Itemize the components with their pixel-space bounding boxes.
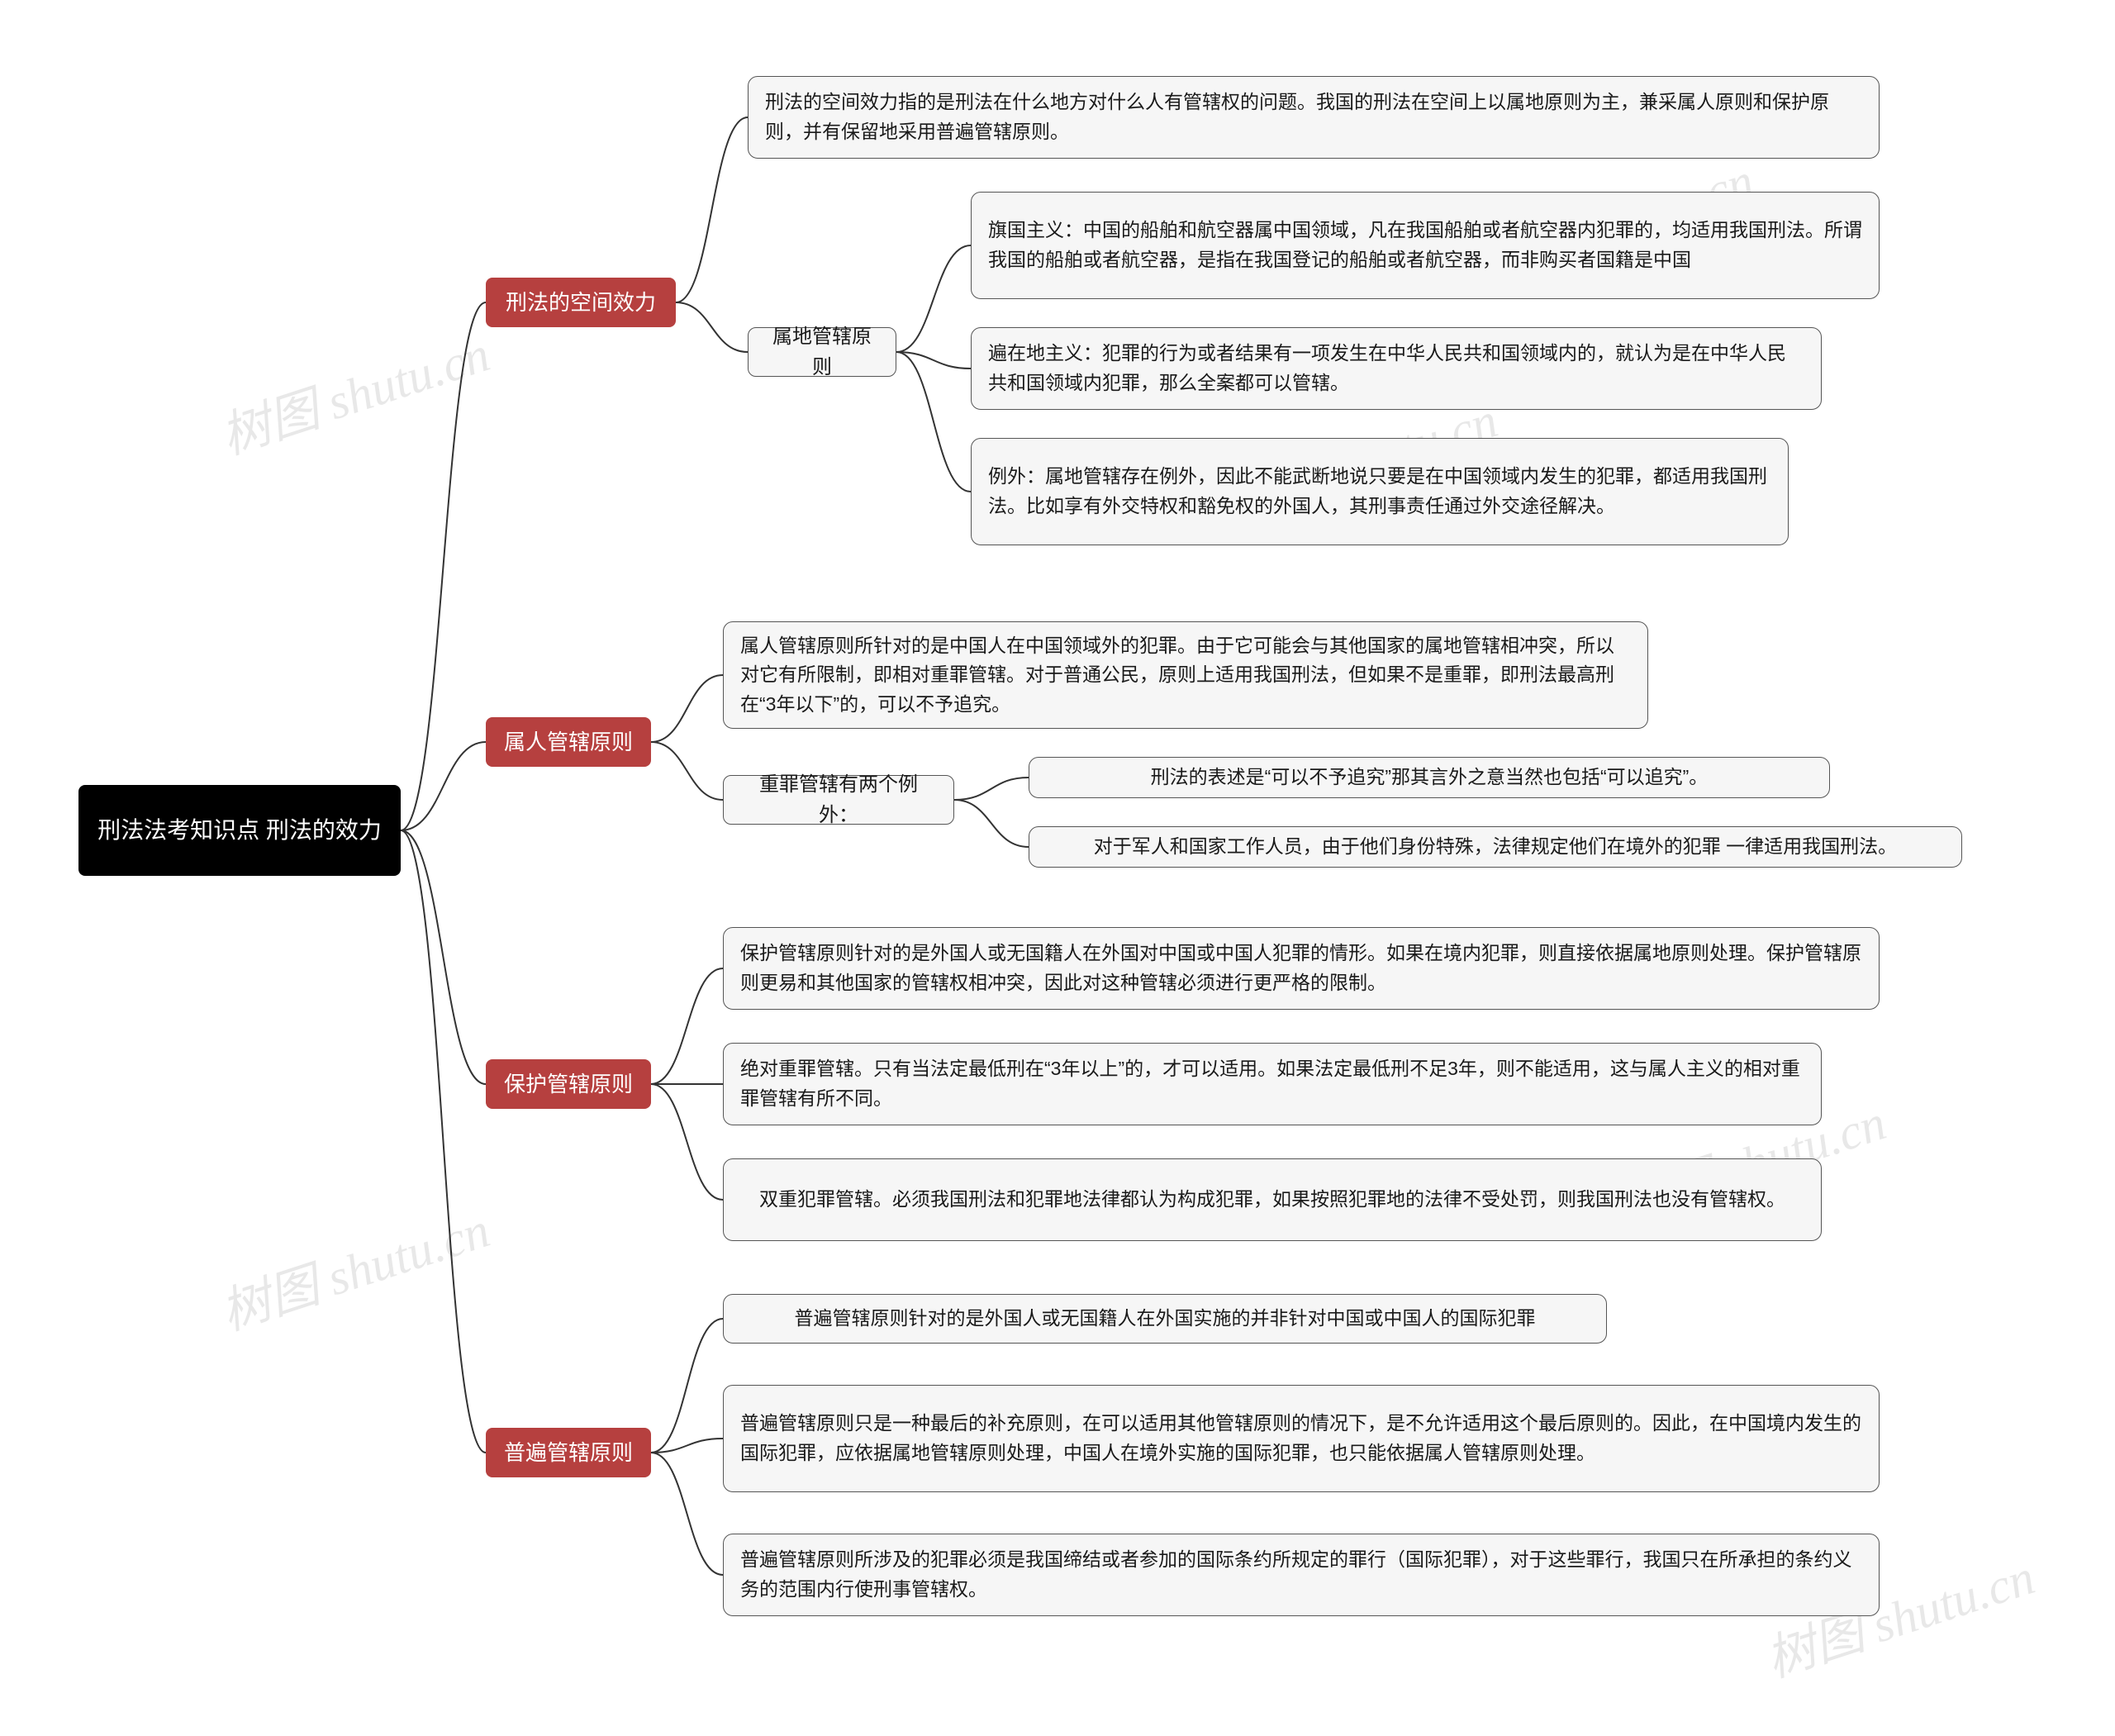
leaf-spatial-def: 刑法的空间效力指的是刑法在什么地方对什么人有管辖权的问题。我国的刑法在空间上以属…	[748, 76, 1880, 159]
leaf-protective-double: 双重犯罪管辖。必须我国刑法和犯罪地法律都认为构成犯罪，如果按照犯罪地的法律不受处…	[723, 1158, 1822, 1241]
leaf-flag-principle: 旗国主义：中国的船舶和航空器属中国领域，凡在我国船舶或者航空器内犯罪的，均适用我…	[971, 192, 1880, 299]
watermark: 树图 shutu.cn	[211, 1190, 497, 1344]
sub-territorial[interactable]: 属地管辖原则	[748, 327, 896, 377]
leaf-protective-def: 保护管辖原则针对的是外国人或无国籍人在外国对中国或中国人犯罪的情形。如果在境内犯…	[723, 927, 1880, 1010]
leaf-ubiquity: 遍在地主义：犯罪的行为或者结果有一项发生在中华人民共和国领域内的，就认为是在中华…	[971, 327, 1822, 410]
leaf-protective-abs: 绝对重罪管辖。只有当法定最低刑在“3年以上”的，才可以适用。如果法定最低刑不足3…	[723, 1043, 1822, 1125]
watermark: 树图 shutu.cn	[211, 314, 497, 468]
branch-universal[interactable]: 普遍管辖原则	[486, 1428, 651, 1477]
leaf-territorial-exception: 例外：属地管辖存在例外，因此不能武断地说只要是在中国领域内发生的犯罪，都适用我国…	[971, 438, 1789, 545]
branch-spatial-effect[interactable]: 刑法的空间效力	[486, 278, 676, 327]
branch-protective[interactable]: 保护管辖原则	[486, 1059, 651, 1109]
sub-felony-exceptions[interactable]: 重罪管辖有两个例外：	[723, 775, 954, 825]
root-node[interactable]: 刑法法考知识点 刑法的效力	[78, 785, 401, 876]
branch-personal[interactable]: 属人管辖原则	[486, 717, 651, 767]
leaf-universal-treaty: 普遍管辖原则所涉及的犯罪必须是我国缔结或者参加的国际条约所规定的罪行（国际犯罪）…	[723, 1534, 1880, 1616]
leaf-personal-def: 属人管辖原则所针对的是中国人在中国领域外的犯罪。由于它可能会与其他国家的属地管辖…	[723, 621, 1648, 729]
leaf-felony-ex1: 刑法的表述是“可以不予追究”那其言外之意当然也包括“可以追究”。	[1029, 757, 1830, 798]
leaf-felony-ex2: 对于军人和国家工作人员，由于他们身份特殊，法律规定他们在境外的犯罪 一律适用我国…	[1029, 826, 1962, 868]
leaf-universal-supp: 普遍管辖原则只是一种最后的补充原则，在可以适用其他管辖原则的情况下，是不允许适用…	[723, 1385, 1880, 1492]
leaf-universal-def: 普遍管辖原则针对的是外国人或无国籍人在外国实施的并非针对中国或中国人的国际犯罪	[723, 1294, 1607, 1344]
